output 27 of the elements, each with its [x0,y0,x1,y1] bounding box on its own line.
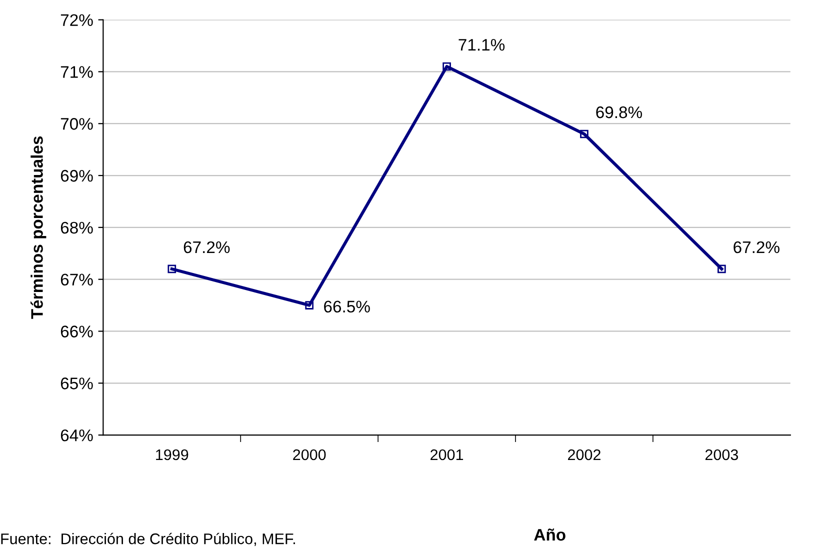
x-axis-title: Año [534,528,566,541]
data-label: 71.1% [458,38,505,51]
data-label: 66.5% [324,300,370,313]
y-tick-label: 71% [60,66,93,78]
data-label: 67.2% [184,241,230,254]
point [442,62,451,71]
y-tick-label: 66% [60,326,93,338]
y-tick-label: 68% [60,222,93,234]
point [580,130,588,138]
y-tick-label: 72% [60,14,93,26]
point [305,301,314,310]
source-note: Fuente: Dirección de Crédito Público, MEF. [1,532,295,546]
x-tick-label: 2000 [293,449,326,460]
data-label: 67.2% [734,241,780,254]
y-tick-label: 67% [60,274,93,286]
y-tick-label: 69% [60,170,93,182]
y-tick-label: 70% [60,118,93,130]
x-tick-label: 2003 [705,449,738,460]
x-tick-label: 2001 [430,449,464,460]
point [718,264,726,274]
y-axis-title: Términos porcentuales [30,136,46,319]
point [168,264,176,274]
x-tick-label: 2002 [568,449,600,460]
y-tick-label: 65% [60,378,93,390]
y-tick-label: 64% [60,429,93,442]
data-label: 69.8% [596,106,642,118]
x-tick-label: 1999 [156,449,188,460]
